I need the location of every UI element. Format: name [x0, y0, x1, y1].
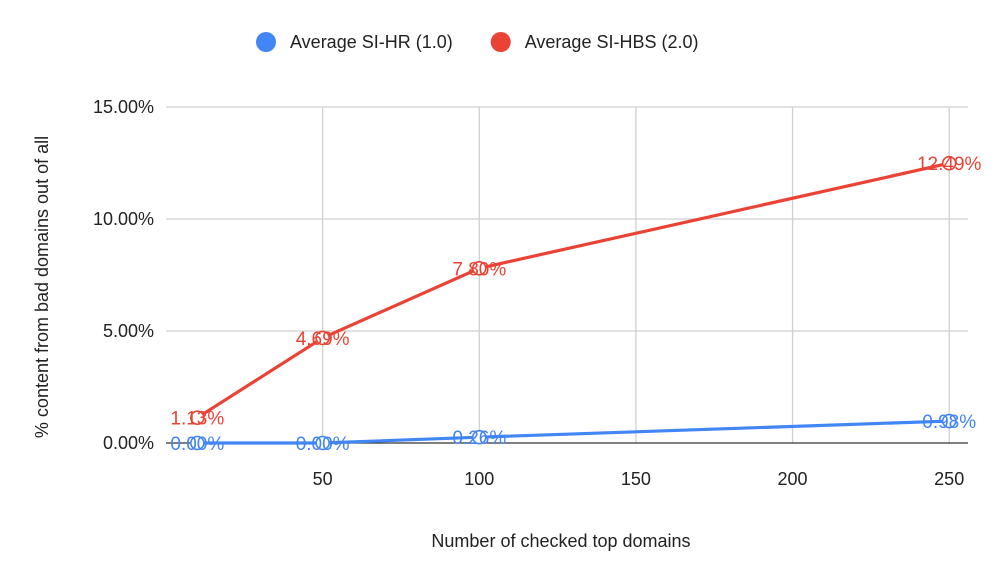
data-point[interactable] — [471, 260, 487, 276]
data-label: 1.13% — [170, 409, 224, 430]
y-tick-label: 5.00% — [103, 321, 154, 341]
data-point[interactable] — [315, 330, 330, 346]
y-axis-title: % content from bad domains out of all — [32, 136, 52, 438]
x-tick-label: 50 — [313, 469, 333, 489]
data-label: 7.80% — [452, 259, 506, 280]
x-tick-label: 150 — [621, 469, 651, 489]
data-point[interactable] — [190, 410, 205, 425]
axes: 0.00% 5.00% 10.00% 15.00% 50 100 150 200 250 — [93, 97, 968, 489]
series-line-2 — [195, 161, 951, 420]
data-label: 0.00% — [296, 434, 350, 455]
data-label: 0.98% — [922, 412, 976, 433]
y-tick-label: 15.00% — [93, 97, 154, 117]
data-label: 0.26% — [452, 428, 506, 449]
y-tick-label: 10.00% — [93, 209, 154, 229]
x-axis-title: Number of checked top domains — [431, 531, 690, 551]
data-label: 0.00% — [170, 434, 224, 455]
data-point[interactable] — [315, 435, 330, 451]
data-labels: 0.00% 0.00% 0.26% 0.98% 1.13% 4.69% 7.80% 12.49… — [170, 154, 981, 455]
data-label: 4.69% — [296, 329, 350, 350]
data-point[interactable] — [190, 435, 205, 451]
x-tick-label: 200 — [778, 469, 808, 489]
y-tick-label: 0.00% — [103, 433, 154, 453]
x-tick-label: 250 — [934, 469, 964, 489]
data-point[interactable] — [941, 413, 957, 429]
series — [190, 155, 957, 451]
data-point[interactable] — [471, 429, 487, 445]
legend: Average SI-HR (1.0) Average SI-HBS (2.0) — [256, 32, 698, 52]
x-tick-label: 100 — [464, 469, 494, 489]
data-label: 12.49% — [917, 154, 982, 175]
legend-label: Average SI-HR (1.0) — [290, 32, 453, 52]
data-point[interactable] — [941, 155, 957, 171]
series-line-1 — [195, 419, 951, 445]
legend-marker — [490, 32, 511, 52]
legend-marker — [256, 32, 276, 52]
legend-label: Average SI-HBS (2.0) — [525, 32, 699, 52]
gridlines — [166, 106, 968, 443]
